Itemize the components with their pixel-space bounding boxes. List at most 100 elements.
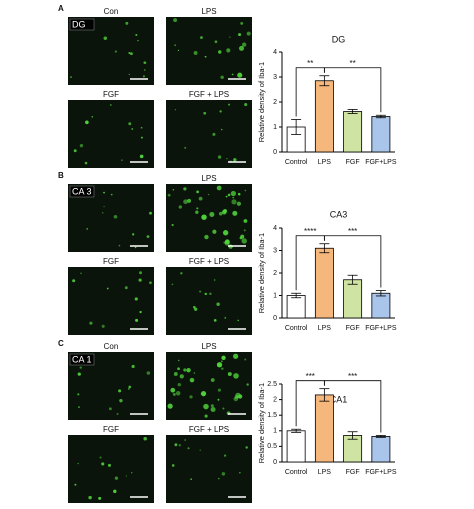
microglia <box>226 48 231 53</box>
microglia <box>131 364 135 369</box>
bar <box>371 436 391 463</box>
microglia <box>187 447 190 450</box>
microglia <box>102 212 104 214</box>
image-label: Con <box>104 7 119 16</box>
microglia <box>222 407 225 410</box>
microglia <box>172 392 176 396</box>
microglia <box>200 36 203 39</box>
microglia <box>171 223 174 227</box>
microglia <box>72 279 76 283</box>
y-tick-label: 2.5 <box>267 381 277 388</box>
significance-label: **** <box>304 227 316 236</box>
microglia <box>114 476 119 480</box>
y-tick-label: 0 <box>273 149 277 156</box>
significance-bracket <box>323 67 382 113</box>
microglia <box>86 227 89 230</box>
microglia <box>179 374 184 379</box>
microglia <box>229 36 231 38</box>
microglia <box>237 319 240 322</box>
microglia <box>108 407 112 411</box>
microglia <box>223 454 227 457</box>
image-label: FGF + LPS <box>189 257 229 266</box>
microglia <box>189 377 195 383</box>
microglia <box>149 211 152 215</box>
microglia <box>207 193 210 196</box>
microglia <box>184 146 187 149</box>
region-box <box>69 353 95 366</box>
microglia <box>174 44 177 47</box>
micrograph <box>68 267 154 335</box>
bar <box>371 116 391 153</box>
microglia <box>103 191 105 194</box>
microglia <box>218 211 223 216</box>
microglia <box>149 281 152 285</box>
microglia <box>167 193 171 197</box>
microglia <box>227 372 232 377</box>
x-tick-label: LPS <box>318 159 332 166</box>
microglia <box>134 297 138 301</box>
x-tick-label: FGF+LPS <box>365 325 397 332</box>
microglia <box>140 136 143 139</box>
error-bar <box>291 292 302 299</box>
microglia <box>226 158 228 160</box>
microglia <box>144 69 146 71</box>
microglia <box>186 368 191 373</box>
microglia <box>128 73 131 76</box>
microglia <box>178 205 182 209</box>
region-label: CA 1 <box>72 354 92 364</box>
microglia <box>218 50 222 54</box>
microglia <box>221 128 223 131</box>
error-bar <box>375 114 386 119</box>
panel-letter: C <box>58 339 64 348</box>
microglia <box>129 52 133 56</box>
significance-label: ** <box>307 59 313 68</box>
y-tick-label: 1 <box>273 292 277 299</box>
chart-title: CA1 <box>330 394 348 404</box>
microglia <box>88 495 92 500</box>
micrograph <box>166 184 252 252</box>
microglia <box>91 115 94 118</box>
micrograph <box>68 100 154 168</box>
microglia <box>221 472 226 476</box>
panel-letter: A <box>58 4 64 13</box>
microglia <box>220 360 223 363</box>
microglia <box>238 33 241 37</box>
microglia <box>101 324 105 328</box>
image-label: FGF <box>103 425 119 434</box>
microglia <box>98 496 102 500</box>
microglia <box>239 45 245 51</box>
microglia <box>200 391 207 397</box>
bar <box>343 279 363 319</box>
chart-title: DG <box>332 34 346 44</box>
microglia <box>199 449 201 451</box>
microglia <box>232 196 234 199</box>
error-bar <box>375 290 386 297</box>
micrograph <box>68 435 154 503</box>
microglia <box>214 40 218 44</box>
microglia <box>184 439 186 441</box>
y-axis-label: Relative density of Iba-1 <box>257 233 266 313</box>
y-axis-label: Relative density of Iba-1 <box>257 383 266 463</box>
microglia <box>233 353 239 359</box>
microglia <box>70 76 72 79</box>
microglia <box>210 404 214 408</box>
error-bar <box>291 119 302 135</box>
image-label: LPS <box>201 7 216 16</box>
microglia <box>118 389 122 393</box>
microglia <box>224 240 230 246</box>
microglia <box>239 471 241 474</box>
microglia <box>128 122 132 126</box>
microglia <box>77 372 81 376</box>
microglia <box>132 233 135 236</box>
microglia <box>121 159 123 161</box>
microglia <box>178 359 180 362</box>
bar <box>371 292 391 319</box>
microglia <box>193 372 196 374</box>
microglia <box>242 42 247 47</box>
microglia <box>77 462 79 465</box>
microglia <box>146 235 150 239</box>
microglia <box>177 367 180 371</box>
significance-label: *** <box>306 372 315 381</box>
microglia <box>107 463 112 467</box>
microglia <box>170 387 176 393</box>
